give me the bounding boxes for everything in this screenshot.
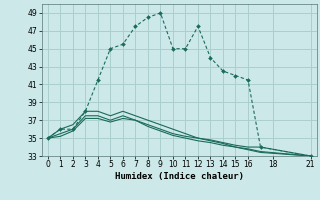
X-axis label: Humidex (Indice chaleur): Humidex (Indice chaleur) (115, 172, 244, 181)
